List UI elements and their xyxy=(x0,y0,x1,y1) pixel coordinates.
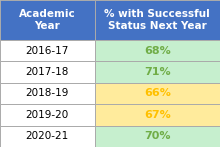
Text: Academic
Year: Academic Year xyxy=(19,9,76,31)
Text: 2016-17: 2016-17 xyxy=(26,46,69,56)
Bar xyxy=(95,126,220,147)
Text: 66%: 66% xyxy=(144,88,171,98)
Text: 70%: 70% xyxy=(144,131,170,141)
Bar xyxy=(95,104,220,126)
Text: 2018-19: 2018-19 xyxy=(26,88,69,98)
Bar xyxy=(95,40,220,61)
Bar xyxy=(0,126,95,147)
Bar xyxy=(95,0,220,40)
Text: 68%: 68% xyxy=(144,46,171,56)
Bar xyxy=(0,0,95,40)
Text: 71%: 71% xyxy=(144,67,171,77)
Text: 2019-20: 2019-20 xyxy=(26,110,69,120)
Bar xyxy=(95,61,220,83)
Bar xyxy=(0,104,95,126)
Text: 67%: 67% xyxy=(144,110,171,120)
Bar xyxy=(0,40,95,61)
Bar xyxy=(95,83,220,104)
Bar xyxy=(0,83,95,104)
Text: 2017-18: 2017-18 xyxy=(26,67,69,77)
Text: 2020-21: 2020-21 xyxy=(26,131,69,141)
Text: % with Successful
Status Next Year: % with Successful Status Next Year xyxy=(104,9,210,31)
Bar xyxy=(0,61,95,83)
